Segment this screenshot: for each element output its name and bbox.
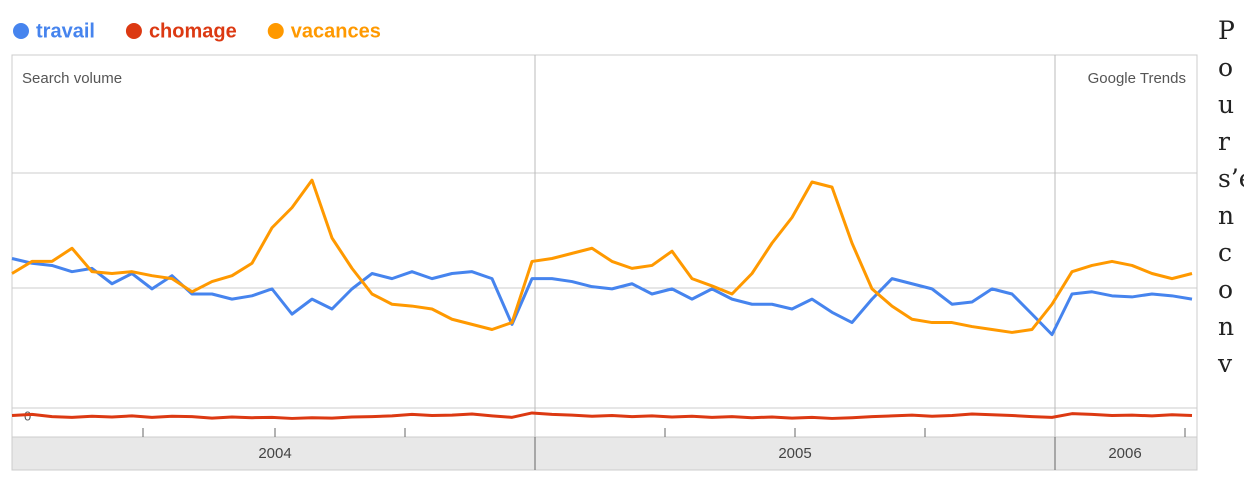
plot-frame — [11, 54, 1198, 471]
side-text: Pour s’en conv — [1218, 16, 1244, 378]
x-tick-label: 2004 — [258, 445, 291, 462]
legend-label: chomage — [149, 20, 237, 42]
y-axis-label: Search volume — [22, 70, 122, 87]
legend-label: travail — [36, 20, 95, 42]
brand: Google Trends — [1088, 70, 1186, 87]
series-line — [11, 178, 1193, 334]
legend-marker — [267, 23, 284, 39]
x-tick-label: 2006 — [1108, 445, 1141, 462]
series-line — [11, 257, 1193, 337]
legend-marker — [13, 23, 29, 39]
series-line — [11, 411, 1193, 420]
x-tick-label: 2005 — [778, 445, 811, 462]
x-axis-band — [11, 436, 1198, 471]
legend-marker — [125, 23, 142, 39]
legend-label: vacances — [291, 20, 381, 42]
quarter-ticks — [142, 428, 1186, 437]
